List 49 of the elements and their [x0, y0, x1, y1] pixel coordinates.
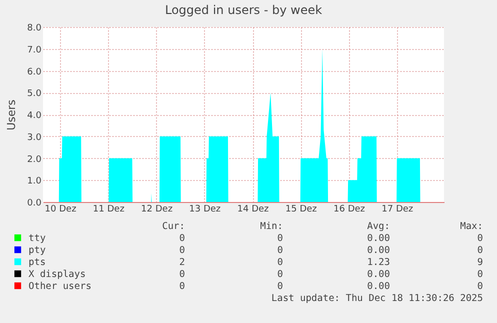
text: 0: [477, 281, 484, 292]
text: Last update: Thu Dec 18 11:30:26 2025: [271, 293, 483, 304]
y-tick-label: 4.0: [27, 111, 42, 121]
text: 0: [477, 245, 484, 256]
x-tick-label: 14 Dez: [237, 204, 270, 214]
text: Max:: [460, 221, 483, 232]
text: 0: [277, 269, 284, 280]
text: 9: [477, 257, 484, 268]
text: 1.23: [367, 257, 390, 268]
text: 0: [277, 281, 284, 292]
legend-label: tty: [28, 232, 46, 244]
text: 0.00: [367, 245, 390, 256]
text: 0.00: [367, 233, 390, 244]
y-tick-label: 2.0: [27, 154, 42, 165]
y-tick-label: 0.0: [27, 198, 42, 208]
legend-label: X displays: [28, 268, 86, 280]
text: 0: [179, 269, 186, 280]
text: Cur:: [162, 221, 185, 232]
x-tick-label: 16 Dez: [334, 204, 366, 214]
x-tick-label: 10 Dez: [44, 204, 77, 214]
y-tick-label: 1.0: [27, 176, 42, 187]
x-tick-label: 11 Dez: [92, 204, 125, 214]
text: Min:: [260, 221, 283, 232]
legend-label: pts: [28, 256, 46, 268]
y-axis-title: Users: [5, 99, 18, 130]
text: 0: [277, 257, 284, 268]
legend-label: Other users: [28, 280, 92, 292]
x-tick-label: 15 Dez: [285, 204, 318, 214]
text: 0: [179, 245, 186, 256]
text: 0: [179, 233, 186, 244]
chart-title: Logged in users - by week: [164, 3, 322, 17]
text: 0: [179, 281, 186, 292]
text: 0: [477, 233, 484, 244]
text: Avg:: [367, 221, 390, 232]
y-tick-label: 3.0: [27, 132, 42, 143]
text: 0.00: [367, 269, 390, 280]
y-tick-label: 5.0: [27, 89, 42, 100]
x-tick-label: 17 Dez: [382, 204, 414, 214]
y-tick-label: 6.0: [27, 67, 42, 78]
x-tick-label: 13 Dez: [189, 204, 221, 214]
text: 2: [179, 257, 185, 268]
y-tick-label: 8.0: [27, 24, 42, 34]
text: 0: [277, 245, 284, 256]
y-tick-label: 7.0: [27, 45, 42, 56]
text: 0.00: [367, 281, 390, 292]
legend-label: pty: [28, 244, 46, 256]
text: 0: [277, 233, 284, 244]
text: 0: [477, 269, 484, 280]
x-tick-label: 12 Dez: [141, 204, 173, 214]
